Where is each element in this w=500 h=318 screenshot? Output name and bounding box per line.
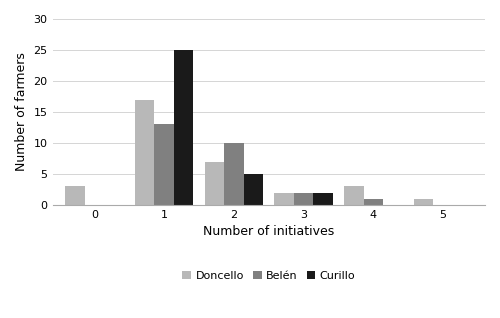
Bar [244,174,263,205]
Bar [174,50,194,205]
X-axis label: Number of initiatives: Number of initiatives [203,225,334,238]
Y-axis label: Number of farmers: Number of farmers [15,52,28,171]
Bar [154,124,174,205]
Legend: Doncello, Belén, Curillo: Doncello, Belén, Curillo [178,266,360,285]
Bar [344,186,364,205]
Bar [274,193,294,205]
Bar [65,186,84,205]
Bar [314,193,333,205]
Bar [135,100,154,205]
Bar [414,199,434,205]
Bar [294,193,314,205]
Bar [364,199,383,205]
Bar [224,143,244,205]
Bar [204,162,224,205]
